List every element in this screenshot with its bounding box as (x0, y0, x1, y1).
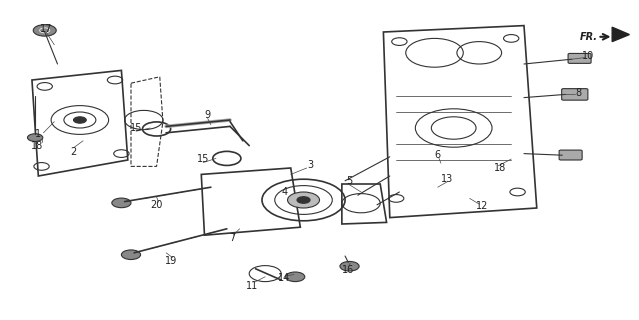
Text: 7: 7 (229, 233, 235, 244)
Text: 20: 20 (150, 200, 163, 210)
Text: 2: 2 (70, 147, 77, 157)
Text: 6: 6 (435, 150, 441, 160)
Text: FR.: FR. (580, 32, 597, 42)
Text: 10: 10 (581, 51, 594, 61)
Circle shape (288, 192, 320, 208)
Text: 8: 8 (575, 88, 581, 99)
Circle shape (33, 25, 56, 36)
Polygon shape (612, 27, 629, 42)
Text: 3: 3 (307, 160, 313, 170)
Text: 11: 11 (246, 281, 259, 292)
Text: 19: 19 (165, 256, 178, 266)
Text: 17: 17 (40, 24, 52, 34)
Circle shape (297, 197, 310, 203)
Text: 1: 1 (35, 129, 42, 140)
Text: 14: 14 (278, 273, 291, 284)
Circle shape (27, 134, 43, 141)
Circle shape (286, 272, 305, 282)
Text: 15: 15 (130, 123, 142, 133)
Text: 9: 9 (204, 110, 211, 120)
FancyBboxPatch shape (568, 53, 591, 63)
Text: 16: 16 (342, 265, 355, 276)
Text: 18: 18 (493, 163, 506, 173)
Text: 5: 5 (346, 176, 353, 186)
Circle shape (340, 261, 359, 271)
Text: 18: 18 (31, 140, 43, 151)
Text: 15: 15 (197, 154, 210, 164)
Text: 4: 4 (281, 187, 288, 197)
FancyBboxPatch shape (562, 89, 588, 100)
Text: 13: 13 (441, 174, 454, 184)
Text: 12: 12 (476, 201, 489, 212)
Circle shape (112, 198, 131, 208)
Circle shape (121, 250, 141, 260)
Circle shape (73, 117, 86, 123)
FancyBboxPatch shape (559, 150, 582, 160)
